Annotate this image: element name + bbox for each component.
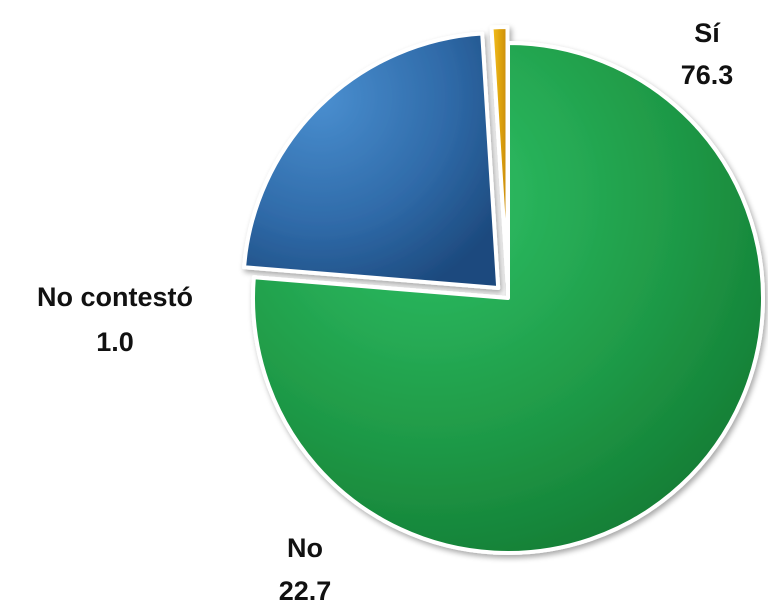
slice-si xyxy=(251,41,765,555)
slice-label-no-contesto: No contestó xyxy=(37,282,193,312)
slice-value-si: 76.3 xyxy=(681,60,734,90)
slice-label-no: No xyxy=(287,533,323,563)
label-no-contesto: No contestó 1.0 xyxy=(37,282,193,357)
label-no: No 22.7 xyxy=(279,533,332,606)
slice-no xyxy=(242,31,501,291)
slice-value-no: 22.7 xyxy=(279,576,332,606)
slice-label-si: Sí xyxy=(694,18,721,48)
label-si: Sí 76.3 xyxy=(681,18,734,90)
slice-value-no-contesto: 1.0 xyxy=(96,327,134,357)
slice-no-contesto xyxy=(489,25,510,285)
